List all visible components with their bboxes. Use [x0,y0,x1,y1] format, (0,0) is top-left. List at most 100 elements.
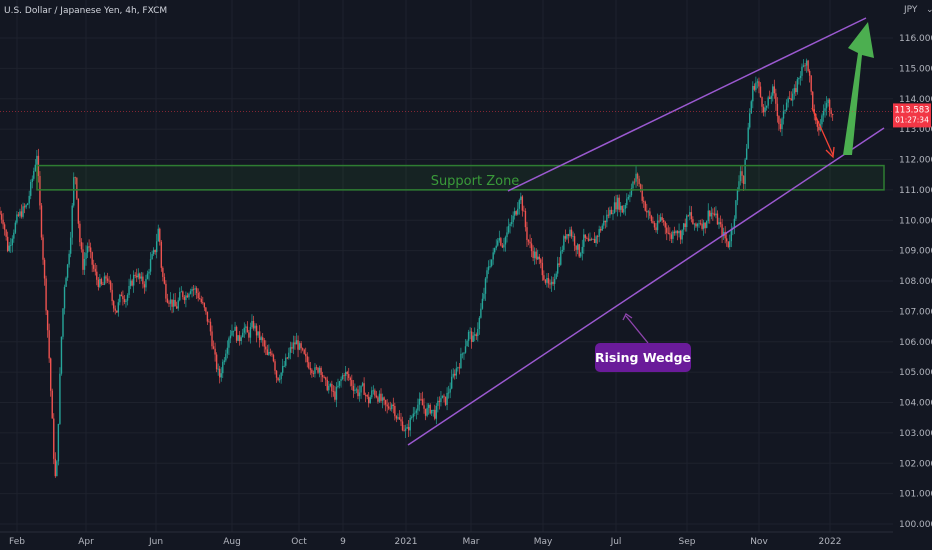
candle-body [86,246,89,253]
candle-body [650,215,653,222]
candle-body [460,353,462,369]
candle-body [480,308,482,318]
candle-body [132,274,135,286]
candle-body [484,278,487,294]
candle-body [171,299,173,307]
candle-body [423,405,425,409]
candle-body [212,346,215,349]
candle-body [639,184,642,190]
price-axis[interactable]: 100.000 101.000 102.000 103.000 104.000 105.0… [899,34,932,530]
time-tick-label: Jul [610,537,622,547]
candle-body [450,376,453,389]
candle-body [724,231,726,239]
candle-body [455,368,457,376]
candle-body [716,213,719,225]
candle-body [632,181,634,189]
candle-body [88,246,90,248]
candle-body [696,224,699,227]
candle-body [205,307,207,312]
candle-body [358,392,361,397]
candle-body [89,247,92,253]
candle-body [306,356,308,363]
candle-body [51,390,53,419]
candle-body [343,375,345,377]
candle-body [272,354,275,362]
candle-body [269,351,272,354]
candle-body [621,205,623,213]
candle-body [438,400,441,402]
support-zone-box[interactable] [36,164,885,191]
candle-body [126,295,129,301]
candle-body [94,268,96,272]
candle-body [517,208,519,215]
candle-body [80,242,83,250]
candle-body [555,273,557,279]
candle-body [238,335,241,342]
candle-body [619,205,622,210]
candle-body [131,280,133,286]
price-tick-label: 116.000 [899,34,932,44]
candle-body [28,195,30,204]
candle-body [570,229,573,237]
candle-body [159,228,161,242]
candle-body [532,251,534,258]
candle-body [397,417,399,419]
candle-body [346,371,348,374]
candle-body [136,275,138,278]
candle-body [260,337,262,341]
candle-body [337,385,339,387]
candle-body [767,97,769,106]
candle-body [729,241,731,248]
candle-body [538,256,540,260]
candle-body [739,171,742,182]
candle-body [449,388,451,393]
candle-body [120,294,123,297]
candle-body [152,249,155,255]
price-tick-label: 102.000 [899,459,932,469]
candle-body [467,331,470,341]
wedge-lower-line[interactable] [407,127,885,446]
candle-body [248,332,250,338]
candle-body [750,101,752,114]
candle-body [435,405,438,419]
candle-body [418,398,421,405]
time-tick-label: Mar [463,537,480,547]
candle-body [214,348,216,355]
candle-body [56,461,58,477]
candle-body [348,373,350,378]
candle-body [792,93,794,101]
candle-body [57,423,60,462]
candle-body [36,155,38,165]
candle-body [672,231,674,239]
price-tick-label: 105.000 [899,368,932,378]
wedge-upper-line[interactable] [507,17,867,192]
candle-body [553,278,556,284]
candle-body [387,406,390,409]
candle-body [824,108,826,111]
candle-body [787,98,789,103]
candle-body [466,340,468,347]
candle-body [391,404,393,410]
candle-body [25,204,27,208]
candle-body [93,264,95,269]
candle-body [300,343,302,349]
candle-body [661,217,663,221]
time-axis[interactable]: Feb Apr Jun Aug Oct 9 2021 Mar May Jul Sep Nov 2022 [9,537,841,547]
candle-body [191,288,193,292]
candle-body [503,244,505,248]
candle-body [572,236,574,237]
candle-body [578,244,580,257]
rising-wedge-callout[interactable]: Rising Wedge [595,313,691,372]
candle-body [492,252,494,260]
candle-body [243,327,245,333]
candle-body [16,214,18,223]
candle-body [268,351,270,355]
symbol-title[interactable]: U.S. Dollar / Japanese Yen, 4h, FXCM [4,6,167,16]
candle-body [498,238,501,241]
candle-body [706,221,708,228]
candle-body [569,229,571,236]
candle-body [635,173,637,182]
candle-body [99,278,101,287]
candle-body [727,241,729,248]
